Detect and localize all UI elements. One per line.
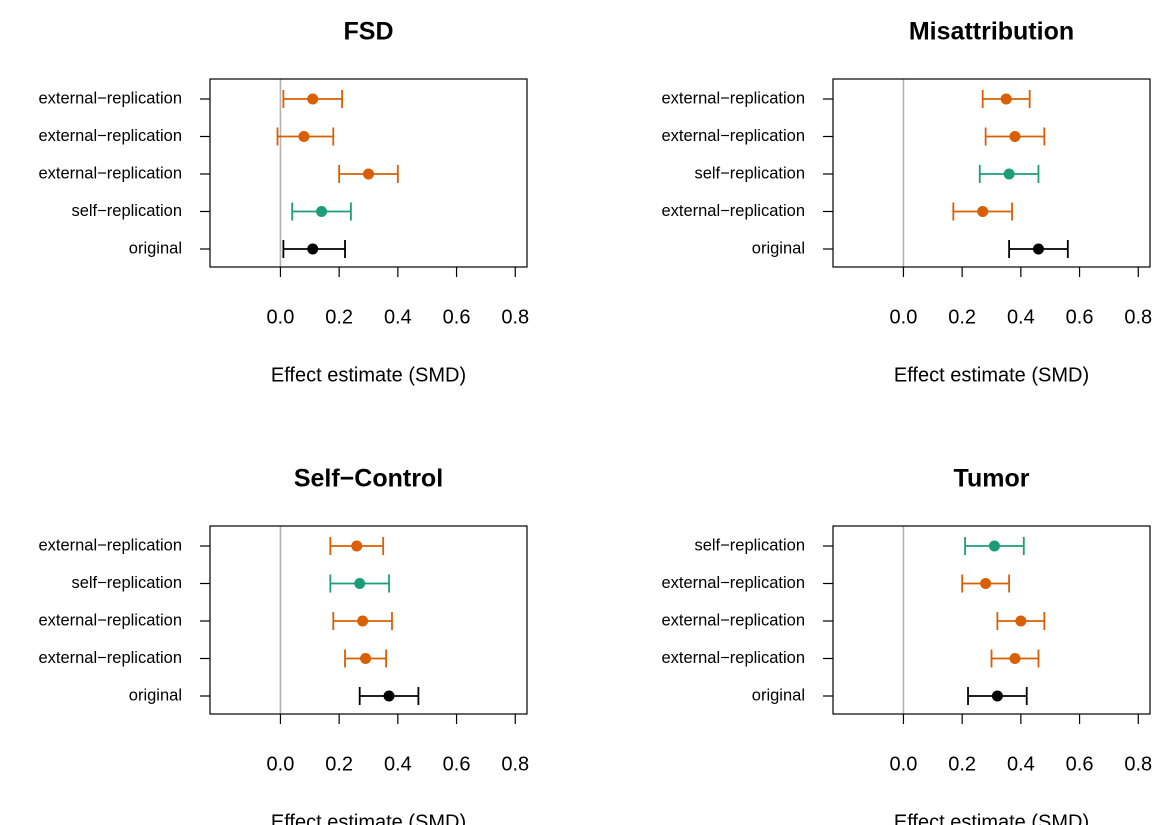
x-axis-title: Effect estimate (SMD)	[894, 811, 1089, 825]
plot-box	[832, 78, 1151, 268]
y-category-label: external−replication	[661, 574, 805, 592]
y-category-label: self−replication	[694, 164, 805, 182]
point-estimate	[988, 540, 1000, 552]
panel-1: Misattribution 0.0 0.2 0.4 0.6 0.8 Effect esti…	[661, 18, 1152, 387]
point-estimate	[980, 578, 992, 589]
point-estimate	[354, 578, 366, 589]
y-category-label: external−replication	[38, 89, 182, 107]
x-tick-label: 0.0	[890, 753, 918, 775]
x-tick-label: 0.6	[443, 753, 471, 775]
point-estimate	[360, 653, 372, 664]
x-tick-label: 0.8	[1124, 753, 1152, 775]
y-category-label: external−replication	[38, 127, 182, 145]
x-tick-label: 0.2	[948, 306, 976, 328]
x-tick-label: 0.2	[325, 306, 353, 328]
x-tick-label: 0.4	[384, 753, 412, 775]
y-category-label: self−replication	[694, 536, 805, 554]
y-category-label: external−replication	[661, 89, 805, 107]
y-category-label: original	[129, 239, 182, 257]
point-estimate	[1009, 131, 1021, 142]
y-category-label: original	[129, 686, 182, 704]
y-category-label: external−replication	[661, 202, 805, 220]
panel-title: Self−Control	[294, 465, 443, 493]
y-category-label: external−replication	[38, 536, 182, 554]
x-tick-label: 0.8	[501, 306, 529, 328]
x-tick-label: 0.4	[1007, 306, 1035, 328]
point-estimate	[977, 206, 989, 217]
panel-3: Tumor 0.0 0.2 0.4 0.6 0.8 Effect estimate (SMD…	[661, 465, 1152, 825]
x-tick-label: 0.4	[384, 306, 412, 328]
x-tick-label: 0.0	[267, 753, 295, 775]
x-tick-label: 0.8	[1124, 306, 1152, 328]
y-category-label: self−replication	[71, 574, 182, 592]
point-estimate	[316, 206, 328, 217]
point-estimate	[357, 615, 369, 627]
x-tick-label: 0.0	[267, 306, 295, 328]
x-tick-label: 0.8	[501, 753, 529, 775]
x-tick-label: 0.0	[890, 306, 918, 328]
x-tick-label: 0.6	[1066, 753, 1094, 775]
point-estimate	[351, 540, 363, 552]
panel-2: Self−Control 0.0 0.2 0.4 0.6 0.8 Effect estima…	[38, 465, 529, 825]
x-tick-label: 0.2	[948, 753, 976, 775]
x-axis-title: Effect estimate (SMD)	[271, 364, 466, 386]
x-axis-title: Effect estimate (SMD)	[894, 364, 1089, 386]
panel-0: FSD 0.0 0.2 0.4 0.6 0.8 Effect estimate (SMD) e…	[38, 18, 529, 387]
x-tick-label: 0.4	[1007, 753, 1035, 775]
y-category-label: external−replication	[38, 164, 182, 182]
point-estimate	[307, 243, 319, 255]
plot-box	[209, 525, 528, 715]
point-estimate	[1032, 243, 1044, 255]
point-estimate	[1003, 168, 1015, 180]
panel-title: FSD	[344, 18, 394, 46]
point-estimate	[1000, 93, 1012, 105]
y-category-label: original	[752, 239, 805, 257]
point-estimate	[383, 690, 395, 702]
x-tick-label: 0.6	[443, 306, 471, 328]
point-estimate	[1009, 653, 1021, 664]
point-estimate	[307, 93, 319, 105]
point-estimate	[298, 131, 310, 142]
plot-box	[209, 78, 528, 268]
point-estimate	[363, 168, 374, 180]
panel-title: Tumor	[954, 465, 1030, 493]
x-tick-label: 0.6	[1066, 306, 1094, 328]
y-category-label: external−replication	[661, 649, 805, 667]
plot-box	[832, 525, 1151, 715]
y-category-label: original	[752, 686, 805, 704]
y-category-label: external−replication	[661, 611, 805, 629]
y-category-label: self−replication	[71, 202, 182, 220]
point-estimate	[1015, 615, 1027, 627]
panel-title: Misattribution	[909, 18, 1074, 46]
y-category-label: external−replication	[661, 127, 805, 145]
point-estimate	[991, 690, 1003, 702]
y-category-label: external−replication	[38, 611, 182, 629]
x-axis-title: Effect estimate (SMD)	[271, 811, 466, 825]
x-tick-label: 0.2	[325, 753, 353, 775]
y-category-label: external−replication	[38, 649, 182, 667]
